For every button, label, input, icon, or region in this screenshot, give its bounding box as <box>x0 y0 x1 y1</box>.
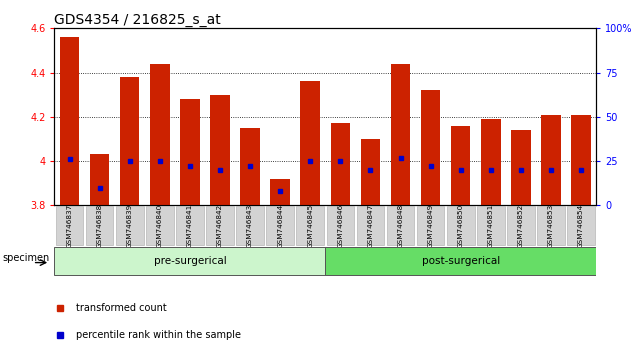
Text: GSM746845: GSM746845 <box>307 204 313 248</box>
Bar <box>541 115 561 205</box>
FancyBboxPatch shape <box>507 206 535 245</box>
Bar <box>60 37 79 205</box>
Text: pre-surgerical: pre-surgerical <box>154 256 226 266</box>
FancyBboxPatch shape <box>356 206 385 245</box>
FancyBboxPatch shape <box>266 206 294 245</box>
Text: GSM746846: GSM746846 <box>337 204 344 248</box>
Bar <box>571 115 591 205</box>
Text: specimen: specimen <box>3 253 50 263</box>
FancyBboxPatch shape <box>447 206 474 245</box>
Bar <box>331 124 350 205</box>
Text: GSM746848: GSM746848 <box>397 204 404 248</box>
Text: GSM746851: GSM746851 <box>488 204 494 248</box>
Bar <box>511 130 531 205</box>
FancyBboxPatch shape <box>54 247 326 275</box>
Text: GSM746853: GSM746853 <box>548 204 554 248</box>
Text: GSM746842: GSM746842 <box>217 204 223 248</box>
Text: transformed count: transformed count <box>76 303 167 313</box>
FancyBboxPatch shape <box>56 206 83 245</box>
FancyBboxPatch shape <box>206 206 234 245</box>
Bar <box>150 64 170 205</box>
Bar <box>271 179 290 205</box>
Text: GSM746840: GSM746840 <box>157 204 163 248</box>
Text: GSM746854: GSM746854 <box>578 204 584 248</box>
Bar <box>451 126 470 205</box>
Bar <box>391 64 410 205</box>
FancyBboxPatch shape <box>86 206 113 245</box>
Text: GSM746839: GSM746839 <box>127 204 133 248</box>
FancyBboxPatch shape <box>537 206 565 245</box>
Bar <box>361 139 380 205</box>
Text: GSM746850: GSM746850 <box>458 204 463 248</box>
FancyBboxPatch shape <box>237 206 264 245</box>
Text: GSM746844: GSM746844 <box>277 204 283 248</box>
FancyBboxPatch shape <box>567 206 595 245</box>
FancyBboxPatch shape <box>146 206 174 245</box>
FancyBboxPatch shape <box>176 206 204 245</box>
Text: GSM746843: GSM746843 <box>247 204 253 248</box>
Bar <box>210 95 229 205</box>
FancyBboxPatch shape <box>326 247 596 275</box>
Bar <box>120 77 140 205</box>
Text: GSM746852: GSM746852 <box>518 204 524 248</box>
FancyBboxPatch shape <box>326 206 354 245</box>
Bar <box>421 90 440 205</box>
Text: GSM746849: GSM746849 <box>428 204 433 248</box>
Text: GSM746847: GSM746847 <box>367 204 374 248</box>
Text: post-surgerical: post-surgerical <box>422 256 500 266</box>
FancyBboxPatch shape <box>387 206 414 245</box>
FancyBboxPatch shape <box>116 206 144 245</box>
Text: GSM746837: GSM746837 <box>67 204 72 248</box>
Bar <box>90 154 110 205</box>
Bar <box>301 81 320 205</box>
Text: percentile rank within the sample: percentile rank within the sample <box>76 330 241 340</box>
Text: GSM746838: GSM746838 <box>97 204 103 248</box>
FancyBboxPatch shape <box>296 206 324 245</box>
Text: GSM746841: GSM746841 <box>187 204 193 248</box>
FancyBboxPatch shape <box>477 206 504 245</box>
Bar <box>240 128 260 205</box>
Bar <box>481 119 501 205</box>
Bar <box>180 99 200 205</box>
Text: GDS4354 / 216825_s_at: GDS4354 / 216825_s_at <box>54 13 221 27</box>
FancyBboxPatch shape <box>417 206 444 245</box>
